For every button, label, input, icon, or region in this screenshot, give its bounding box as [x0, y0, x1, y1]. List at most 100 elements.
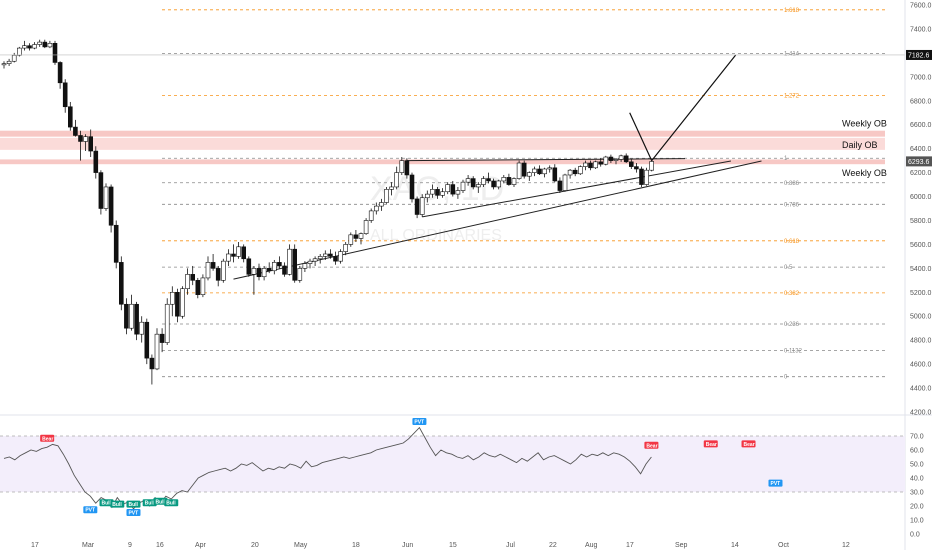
- candle-body: [47, 43, 53, 48]
- candle-body: [414, 198, 420, 215]
- signal-badge-label: Bull: [145, 501, 155, 507]
- candle-body: [297, 268, 303, 281]
- price-tick-label: 5800.0: [910, 218, 932, 225]
- signal-badge-label: Bull: [128, 502, 138, 508]
- candle-body: [384, 189, 389, 203]
- price-tick-label: 4400.0: [910, 386, 932, 393]
- fib-level-label: 0.1132: [784, 348, 803, 354]
- candle-body: [358, 233, 364, 239]
- candle-body: [328, 253, 333, 257]
- candle-body: [333, 256, 338, 262]
- candle-body: [154, 333, 160, 370]
- candle-body: [567, 169, 573, 176]
- candle-body: [547, 167, 553, 170]
- candle-body: [435, 189, 440, 196]
- fib-level-label: 1.272: [784, 93, 800, 99]
- fib-level-label: 0: [784, 375, 788, 381]
- candle-body: [613, 159, 619, 161]
- candle-body: [348, 234, 354, 245]
- fib-level-label: 1.618: [784, 8, 800, 14]
- signal-badge-label: PVT: [85, 508, 95, 514]
- signal-badge: [40, 434, 55, 442]
- fib-level-label: 1: [784, 156, 788, 162]
- candle-body: [292, 248, 298, 281]
- candle-body: [119, 262, 124, 305]
- candle-body: [634, 166, 639, 170]
- candle-body: [379, 202, 384, 207]
- candle-body: [552, 167, 558, 182]
- candle-body: [649, 161, 655, 171]
- time-tick-label: Sep: [675, 542, 688, 549]
- candle-body: [180, 288, 185, 317]
- signal-badge-label: Bull: [112, 502, 122, 508]
- candle-body: [205, 262, 211, 279]
- signal-badge-label: Bull: [166, 501, 176, 507]
- price-tick-label: 5000.0: [910, 314, 932, 321]
- price-tick-label: 7600.0: [910, 3, 932, 10]
- oscillator-tick-label: 10.0: [910, 518, 924, 525]
- candle-body: [195, 280, 201, 295]
- candle-body: [1, 63, 7, 66]
- signal-badge: [110, 500, 125, 508]
- candle-body: [16, 47, 22, 56]
- candle-body: [210, 262, 216, 269]
- candle-body: [572, 169, 578, 175]
- time-tick-label: 12: [842, 542, 850, 549]
- oscillator-tick-label: 30.0: [910, 490, 924, 497]
- price-marker-badge: [906, 49, 932, 60]
- signal-badge: [644, 441, 659, 449]
- candle-body: [583, 162, 588, 167]
- signal-badge: [153, 497, 168, 505]
- candle-body: [236, 246, 241, 257]
- candle-body: [322, 253, 328, 257]
- candle-body: [465, 178, 471, 183]
- fib-level-label: 0.236: [784, 322, 800, 328]
- candle-body: [139, 321, 144, 335]
- signal-badge: [142, 499, 157, 507]
- signal-badge-label: PVT: [414, 420, 424, 426]
- candle-body: [343, 244, 349, 252]
- candle-body: [460, 181, 466, 191]
- candle-body: [526, 172, 532, 177]
- candle-body: [170, 291, 175, 305]
- candle-body: [486, 178, 491, 182]
- candle-body: [88, 136, 93, 152]
- candle-body: [103, 186, 109, 209]
- oscillator-tick-label: 40.0: [910, 476, 924, 483]
- candle-body: [73, 126, 78, 136]
- candle-body: [261, 268, 267, 278]
- time-tick-label: 15: [449, 542, 457, 549]
- signal-badge-label: PVT: [770, 481, 780, 487]
- price-tick-label: 5600.0: [910, 242, 932, 249]
- time-tick-label: Oct: [778, 542, 789, 549]
- oscillator-tick-label: 70.0: [910, 434, 924, 441]
- fib-level-label: 0.618: [784, 239, 800, 245]
- candle-body: [409, 174, 415, 200]
- candle-body: [159, 333, 165, 343]
- signal-badge: [412, 418, 427, 425]
- projection-path: [0, 54, 905, 162]
- candle-body: [644, 169, 649, 185]
- candle-body: [542, 168, 547, 175]
- zone-label: Weekly OB: [842, 168, 887, 178]
- candle-body: [450, 184, 456, 195]
- candle-body: [266, 268, 272, 272]
- candle-body: [185, 274, 190, 290]
- price-tick-label: 4600.0: [910, 362, 932, 369]
- time-axis[interactable]: 17 Mar 9 16 Apr 20 May 18 Jun 15 Jul 22 Aug 17 Sep 14 Oc…: [31, 542, 850, 549]
- time-tick-label: May: [294, 542, 308, 549]
- time-tick-label: Mar: [82, 542, 95, 549]
- fib-level-label: 0.382: [784, 291, 800, 297]
- candle-body: [200, 277, 206, 295]
- candle-body: [317, 256, 323, 260]
- symbol-watermark-sub: ALL ORDINARIES: [370, 227, 502, 244]
- candle-body: [455, 190, 461, 195]
- time-tick-label: 18: [352, 542, 360, 549]
- price-marker-badge: [906, 156, 932, 167]
- price-tick-label: 7000.0: [910, 74, 932, 81]
- time-tick-label: Jul: [506, 542, 515, 549]
- candle-body: [404, 160, 410, 176]
- signal-badge: [126, 500, 141, 508]
